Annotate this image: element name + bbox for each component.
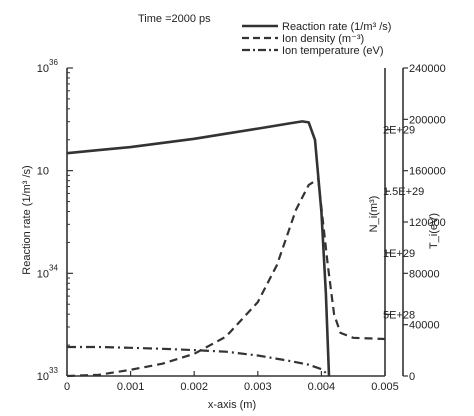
x-tick-label: 0 (64, 381, 70, 393)
legend-label-ion-density: Ion density (m⁻³) (282, 33, 364, 45)
x-tick-label: 0.002 (180, 381, 208, 393)
x-axis-ticks: 0 0.001 0.002 0.003 0.004 0.005 (64, 371, 399, 393)
legend-label-ion-temperature: Ion temperature (eV) (282, 45, 384, 57)
left-tick-label: 10 (37, 166, 49, 178)
density-tick-label: 1E+29 (383, 248, 415, 260)
density-tick-label: 2E+29 (383, 125, 415, 137)
density-tick-label: 1.5E+29 (383, 186, 424, 198)
left-tick-exponent: 33 (49, 366, 58, 375)
temperature-tick-label: 40000 (409, 320, 440, 332)
series-ion-density (66, 177, 386, 378)
density-axis-ticks: 2E+29 1.5E+29 1E+29 5E+28 (383, 125, 424, 322)
temperature-tick-label: 200000 (409, 114, 446, 126)
legend: Reaction rate (1/m³ /s) Ion density (m⁻³… (242, 21, 391, 57)
series-reaction-rate (66, 120, 331, 377)
chart-title: Time =2000 ps (138, 13, 211, 25)
density-tick-label: 5E+28 (383, 309, 415, 321)
x-tick-label: 0.001 (117, 381, 145, 393)
left-axis-label: Reaction rate (1/m³ /s) (21, 165, 33, 274)
density-axis-label: N_i(m³) (368, 196, 380, 233)
temperature-axis-ticks: 240000 200000 160000 120000 80000 40000 0 (403, 63, 446, 383)
left-tick-label: 10 (37, 268, 49, 280)
left-tick-label: 10 (37, 371, 49, 383)
series-ion-temperature (67, 345, 330, 377)
x-tick-label: 0.004 (308, 381, 336, 393)
temperature-tick-label: 0 (409, 371, 415, 383)
left-tick-exponent: 36 (49, 58, 58, 67)
left-tick-label: 10 (37, 63, 49, 75)
x-tick-label: 0.003 (244, 381, 272, 393)
temperature-tick-label: 160000 (409, 166, 446, 178)
series-layer (66, 120, 386, 378)
temperature-axis-label: T_i(eV) (428, 213, 440, 249)
x-tick-label: 0.005 (371, 381, 399, 393)
temperature-tick-label: 120000 (409, 217, 446, 229)
temperature-tick-label: 240000 (409, 63, 446, 75)
legend-label-reaction-rate: Reaction rate (1/m³ /s) (282, 21, 391, 33)
temperature-tick-label: 80000 (409, 268, 440, 280)
left-tick-exponent: 34 (49, 263, 58, 272)
x-axis-label: x-axis (m) (208, 399, 256, 411)
